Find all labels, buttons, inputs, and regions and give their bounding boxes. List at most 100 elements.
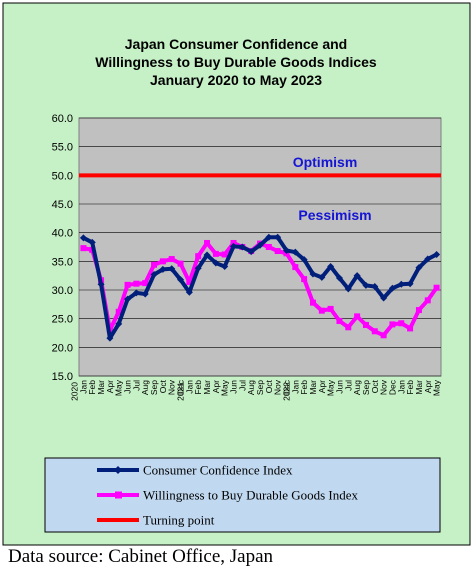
chart-title-line-1: Japan Consumer Confidence and [125,36,347,52]
data-point [221,251,228,258]
legend-item: Willingness to Buy Durable Goods Index [97,488,359,503]
x-year-label: 2021 [175,382,185,401]
x-tick-label: Jul [237,380,247,391]
data-point [124,281,131,288]
x-tick-label: Feb [405,380,415,395]
y-tick-label: 50.0 [52,170,73,182]
data-point [177,260,184,267]
data-point [344,285,352,293]
data-point [433,250,441,258]
x-tick-label: May [114,379,124,396]
data-point [380,332,387,339]
data-point [177,276,185,284]
data-point [309,299,316,306]
x-year-label: 2022 [281,382,291,401]
x-tick-label: Dec [387,379,397,395]
data-point [185,288,193,296]
x-tick-label: May [326,379,336,396]
x-tick-label: Mar [202,380,212,395]
data-point [415,264,423,272]
chart-title-line-2: Willingness to Buy Durable Goods Indices [95,54,377,70]
legend-item: Turning point [97,513,215,528]
data-point [124,295,132,303]
y-tick-label: 55.0 [52,142,73,154]
data-point [282,246,290,254]
data-point [133,280,140,287]
legend-item: Consumer Confidence Index [97,463,293,478]
data-point [300,256,308,264]
x-tick-label: Sep [361,380,371,395]
x-tick-label: Feb [87,380,97,395]
data-point [371,283,379,291]
data-source-note: Data source: Cabinet Office, Japan [8,546,274,567]
x-tick-label: Jan [78,380,88,394]
x-tick-label: Feb [299,380,309,395]
y-tick-label: 60.0 [52,113,73,125]
data-point [212,259,220,267]
x-tick-label: Apr [423,380,433,393]
legend-label: Turning point [143,513,215,528]
legend-label: Willingness to Buy Durable Goods Index [143,488,359,503]
x-tick-label: Jan [396,380,406,394]
y-tick-label: 35.0 [52,256,73,268]
x-tick-label: May [432,379,442,396]
x-tick-label: Oct [158,379,168,393]
x-tick-label: Apr [105,380,115,393]
x-tick-label: Nov [273,379,283,395]
x-tick-label: Nov [379,379,389,395]
data-point [159,258,166,265]
y-tick-label: 25.0 [52,314,73,326]
data-point [168,265,176,273]
data-point [415,307,422,314]
x-tick-label: Aug [352,380,362,395]
data-point [327,262,335,270]
legend-marker [115,491,122,499]
data-point [318,307,325,314]
data-point [397,280,405,288]
x-tick-label: Jun [334,380,344,394]
data-point [221,262,229,270]
data-point [204,239,211,246]
x-tick-label: Feb [193,380,203,395]
data-point [195,253,202,260]
data-point [151,261,158,268]
data-point [150,271,158,279]
data-point [406,280,414,288]
data-point [433,284,440,291]
data-point [141,290,149,298]
x-tick-label: May [220,379,230,396]
data-point [159,265,167,273]
data-point [168,256,175,263]
series-consumer-confidence-index [79,233,441,342]
data-point [97,280,105,288]
data-point [186,278,193,285]
data-point [291,248,299,256]
y-tick-label: 20.0 [52,342,73,354]
data-point [115,320,123,328]
data-point [336,317,343,324]
x-year-label: 2020 [69,382,79,401]
y-tick-label: 45.0 [52,199,73,211]
legend: Consumer Confidence Index Willingness to … [97,463,359,528]
x-tick-label: Jun [123,380,133,394]
data-point [407,325,414,332]
data-point [256,241,264,249]
x-tick-label: Mar [308,380,318,395]
series-layer [79,173,441,342]
data-point [335,274,343,282]
data-point [88,238,96,246]
y-tick-label: 30.0 [52,285,73,297]
annotation-optimism: Optimism [293,154,358,170]
data-point [132,289,140,297]
data-point [371,328,378,335]
data-point [80,245,87,252]
annotation-pessimism: Pessimism [298,207,371,223]
data-point [424,255,432,263]
x-tick-label: Aug [140,380,150,395]
y-axis-ticks: 15.0 20.0 25.0 30.0 35.0 40.0 45.0 50.0 55.0 60.0 [52,113,73,383]
chart-frame: Japan Consumer Confidence and Willingnes… [2,2,471,546]
x-tick-label: Sep [255,380,265,395]
x-tick-label: Mar [96,380,106,395]
x-tick-label: Aug [246,380,256,395]
data-point [327,305,334,312]
